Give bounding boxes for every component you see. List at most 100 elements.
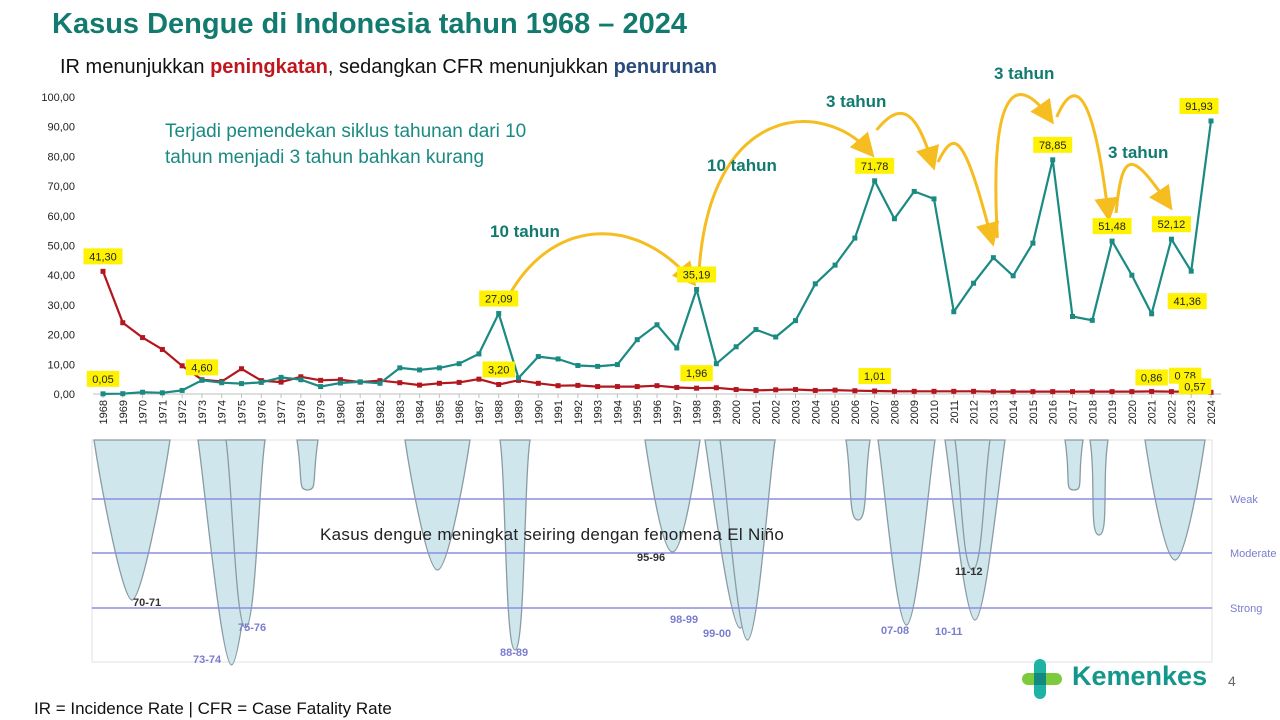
data-point-cfr [713,385,719,391]
x-tick-label: 1983 [395,400,407,424]
data-point-cfr [951,388,957,394]
enso-event-label: 11-12 [955,566,983,578]
x-tick-label: 1991 [553,400,565,424]
subtitle-part2: , sedangkan CFR menunjukkan [327,56,614,78]
enso-trough [404,439,471,571]
cycle-arrow [994,93,1054,239]
data-label: 0,86 [1141,372,1162,384]
y-tick-label: 0,00 [54,389,75,401]
cycle-label: 3 tahun [994,64,1054,83]
x-tick-label: 1987 [474,400,486,424]
data-point-cfr [575,382,581,388]
x-tick-label: 2016 [1048,400,1060,424]
x-tick-label: 2019 [1107,400,1119,424]
data-label-bg [479,290,519,307]
kemenkes-logo: Kemenkes [1020,657,1210,701]
x-tick-label: 1995 [632,400,644,424]
data-point-ir [911,188,917,194]
enso-trough [1144,439,1206,561]
data-point-cfr [1070,389,1075,395]
x-tick-label: 1969 [118,400,130,424]
data-point-cfr [654,383,660,389]
data-point-ir [1168,236,1174,242]
subtitle-highlight-blue: penurunan [613,56,717,78]
data-point-ir [1208,118,1214,124]
data-point-cfr [120,320,126,326]
data-point-cfr [911,388,917,394]
x-tick-label: 2001 [751,400,763,424]
enso-trough [225,439,266,629]
data-point-cfr [239,366,244,372]
data-point-cfr [179,363,185,369]
data-point-ir [1050,157,1056,163]
data-point-cfr [496,381,502,387]
data-label-bg [185,359,219,376]
data-point-cfr [140,335,146,341]
x-tick-label: 1986 [454,400,466,424]
data-label: 35,19 [683,269,711,281]
threshold-label: Weak [1230,494,1258,506]
enso-event-label: 99-00 [703,628,731,640]
data-point-cfr [377,378,383,384]
data-point-cfr [535,380,541,386]
data-point-ir [1109,238,1115,244]
enso-caption: Kasus dengue meningkat seiring dengan fe… [320,525,784,544]
enso-event-label: 07-08 [881,625,909,637]
data-point-cfr [753,387,759,393]
data-label: 0,57 [1184,381,1205,393]
data-point-cfr [337,377,343,383]
data-point-ir [555,356,561,362]
data-point-cfr [595,384,601,390]
data-point-cfr [694,385,700,391]
x-tick-label: 1985 [434,400,446,424]
data-point-ir [258,379,264,385]
data-point-ir [931,196,937,202]
x-tick-label: 1978 [296,400,308,424]
x-tick-label: 1998 [692,400,704,424]
x-tick-label: 1994 [612,400,624,424]
data-point-ir [694,286,700,292]
data-label: 4,60 [191,362,212,374]
cycle-arrow [1055,94,1119,222]
data-point-cfr [872,388,878,394]
data-label-bg [482,361,515,378]
data-point-cfr [417,382,423,388]
series-line-cfr [101,270,1212,394]
data-point-ir [357,379,363,385]
x-tick-label: 2021 [1147,400,1159,424]
data-point-cfr [278,379,284,385]
data-point-ir [140,389,146,395]
data-point-ir [812,281,818,287]
data-point-cfr [159,346,165,352]
data-point-cfr [733,387,739,393]
kemenkes-logo-icon [1022,659,1062,699]
data-point-cfr [555,383,561,389]
data-point-ir [1188,268,1194,274]
cycle-label: 3 tahun [1108,143,1168,162]
x-tick-label: 2005 [830,400,842,424]
enso-trough [1064,439,1084,491]
enso-trough [296,439,319,491]
x-tick-label: 1997 [672,400,684,424]
x-tick-label: 1979 [316,400,328,424]
data-label-bg [1167,293,1207,310]
data-point-ir [278,374,284,380]
y-tick-label: 10,00 [47,359,75,371]
x-tick-label: 1972 [177,400,189,424]
logo-text: Kemenkes [1072,661,1208,691]
x-tick-label: 2010 [929,400,941,424]
y-tick-label: 70,00 [47,181,75,193]
data-point-ir [1010,273,1016,279]
y-tick-label: 60,00 [47,211,75,223]
data-point-cfr [674,384,680,390]
x-tick-label: 2011 [949,400,961,424]
x-tick-label: 2022 [1166,400,1178,424]
data-point-ir [575,362,581,368]
data-point-ir [436,365,442,371]
x-tick-label: 1976 [256,400,268,424]
data-point-cfr [1129,389,1135,395]
data-point-cfr [476,376,482,382]
data-point-ir [318,384,324,390]
x-tick-label: 2017 [1068,400,1080,424]
data-label-bg [86,370,120,387]
